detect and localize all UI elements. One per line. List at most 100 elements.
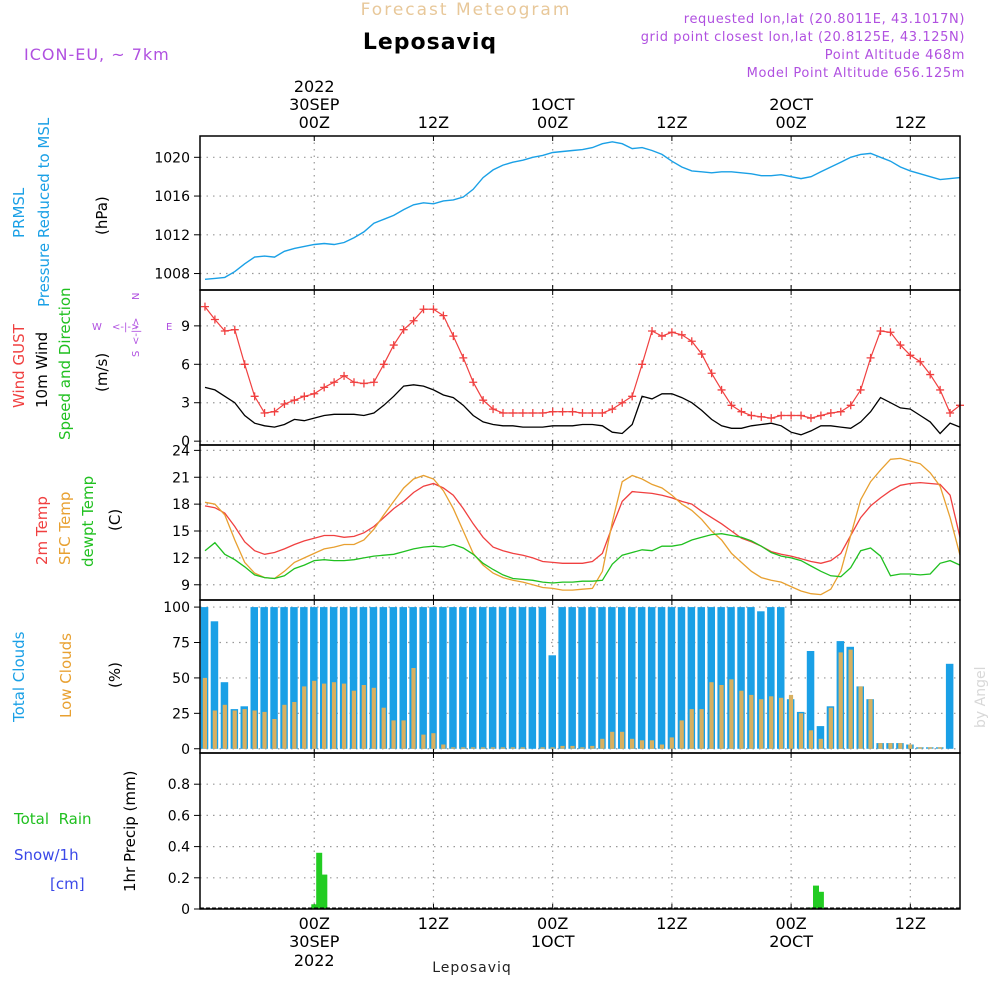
watermark: by Angel	[973, 667, 989, 728]
total-cloud-bar	[399, 607, 407, 749]
bottom-hour-label: 00Z	[775, 914, 806, 933]
low-cloud-bar	[590, 745, 595, 749]
low-cloud-bar	[550, 747, 555, 749]
low-cloud-bar	[669, 737, 674, 749]
gust-marker	[439, 311, 448, 320]
wind-dir-label: Speed and Direction	[56, 287, 74, 440]
low-cloud-bar	[719, 685, 724, 749]
total-cloud-bar	[945, 663, 954, 749]
low-cloud-bar	[481, 747, 486, 749]
gust-marker	[330, 378, 339, 387]
low-cloud-bar	[540, 747, 545, 749]
y-tick-label: 0	[181, 434, 190, 450]
total-cloud-bar	[657, 607, 666, 749]
snow-label: Snow/1h	[14, 846, 79, 864]
footer-location: Leposaviq	[432, 960, 512, 976]
total-cloud-bar	[578, 607, 586, 749]
y-tick-label: 1016	[154, 189, 190, 205]
total-cloud-bar	[250, 607, 258, 749]
low-cloud-bar	[908, 744, 913, 749]
rain-bar	[321, 874, 328, 909]
gust-marker	[568, 407, 577, 416]
top-title: Forecast Meteogram	[361, 0, 572, 20]
y-tick-label: 9	[181, 578, 190, 594]
low-cloud-bar	[520, 747, 525, 749]
low-cloud-bar	[212, 710, 217, 749]
gust-marker	[449, 332, 458, 341]
top-hour-label: 12Z	[418, 113, 449, 132]
total-cloud-bar	[528, 607, 537, 749]
t2m-label: 2m Temp	[33, 496, 51, 565]
total-cloud-bar	[449, 607, 457, 749]
low-cloud-bar	[341, 683, 347, 749]
total-cloud-bar	[379, 607, 388, 749]
total-cloud-bar	[727, 607, 735, 749]
y-tick-label: 15	[172, 524, 190, 540]
y-tick-label: 0.6	[168, 808, 190, 824]
gust-marker	[588, 408, 597, 417]
gust-line	[204, 306, 961, 419]
low-cloud-bar	[252, 710, 257, 749]
gust-marker	[518, 408, 527, 417]
rain-bar	[817, 891, 824, 909]
y-tick-label: 21	[172, 470, 190, 486]
rain-bar	[311, 904, 318, 909]
total-cloud-bar	[757, 611, 765, 749]
t2m-line	[204, 481, 961, 564]
total-cloud-bar	[608, 607, 616, 749]
low-cloud-bar	[411, 668, 416, 749]
gust-marker	[687, 337, 696, 346]
y-tick-label: 12	[172, 551, 190, 567]
grid-point-coords: grid point closest lon,lat (20.8125E, 43…	[641, 30, 965, 45]
gust-marker	[806, 414, 815, 423]
total-cloud-bar	[488, 607, 497, 749]
total-cloud-bar	[767, 607, 775, 749]
gust-marker	[250, 392, 259, 401]
low-cloud-bar	[848, 649, 853, 749]
total-cloud-bar	[707, 607, 715, 749]
gust-marker	[846, 401, 855, 410]
low-cloud-bar	[471, 747, 476, 749]
low-cloud-bar	[828, 707, 833, 749]
total-cloud-bar	[518, 607, 527, 749]
low-cloud-bar	[918, 747, 923, 749]
top-day-label: 30SEP	[289, 95, 340, 114]
top-hour-label: 00Z	[537, 113, 568, 132]
y-tick-label: 1020	[154, 150, 190, 166]
gust-marker	[459, 353, 468, 362]
gust-marker	[290, 396, 299, 405]
gust-marker	[657, 332, 666, 341]
total-cloud-bar	[419, 607, 427, 749]
bottom-hour-label: 00Z	[299, 914, 330, 933]
gust-marker	[826, 408, 835, 417]
low-cloud-bar	[868, 699, 873, 749]
gust-marker	[320, 383, 329, 392]
gust-marker	[717, 385, 726, 394]
low-cloud-bar	[699, 709, 704, 749]
low-cloud-bar	[371, 687, 376, 749]
total-cloud-bar	[508, 607, 517, 749]
gust-marker	[816, 411, 825, 420]
prmsl-desc-label: Pressure Reduced to MSL	[35, 117, 53, 307]
top-day-label: 2OCT	[769, 95, 813, 114]
low-cloud-bar	[421, 734, 426, 749]
low-cloud-bar	[739, 690, 744, 749]
total-cloud-bar	[459, 607, 467, 749]
rain-bar	[813, 885, 819, 909]
panel-frame	[199, 444, 961, 601]
bottom-day-label: 30SEP	[289, 932, 340, 951]
gust-marker	[767, 414, 776, 423]
model-label: ICON-EU, ~ 7km	[24, 45, 170, 64]
low-cloud-bar	[451, 747, 456, 749]
gust-marker	[667, 328, 676, 337]
gust-marker	[300, 392, 309, 401]
gust-marker	[469, 378, 478, 387]
total-cloud-bar	[687, 607, 696, 749]
rain-bar	[316, 852, 323, 909]
gust-marker	[240, 360, 249, 369]
total-cloud-bar	[498, 607, 507, 749]
y-tick-label: 24	[172, 443, 190, 459]
low-cloud-bar	[659, 744, 664, 749]
y-tick-label: 3	[181, 396, 190, 412]
low-cloud-label: Low Clouds	[57, 633, 75, 718]
